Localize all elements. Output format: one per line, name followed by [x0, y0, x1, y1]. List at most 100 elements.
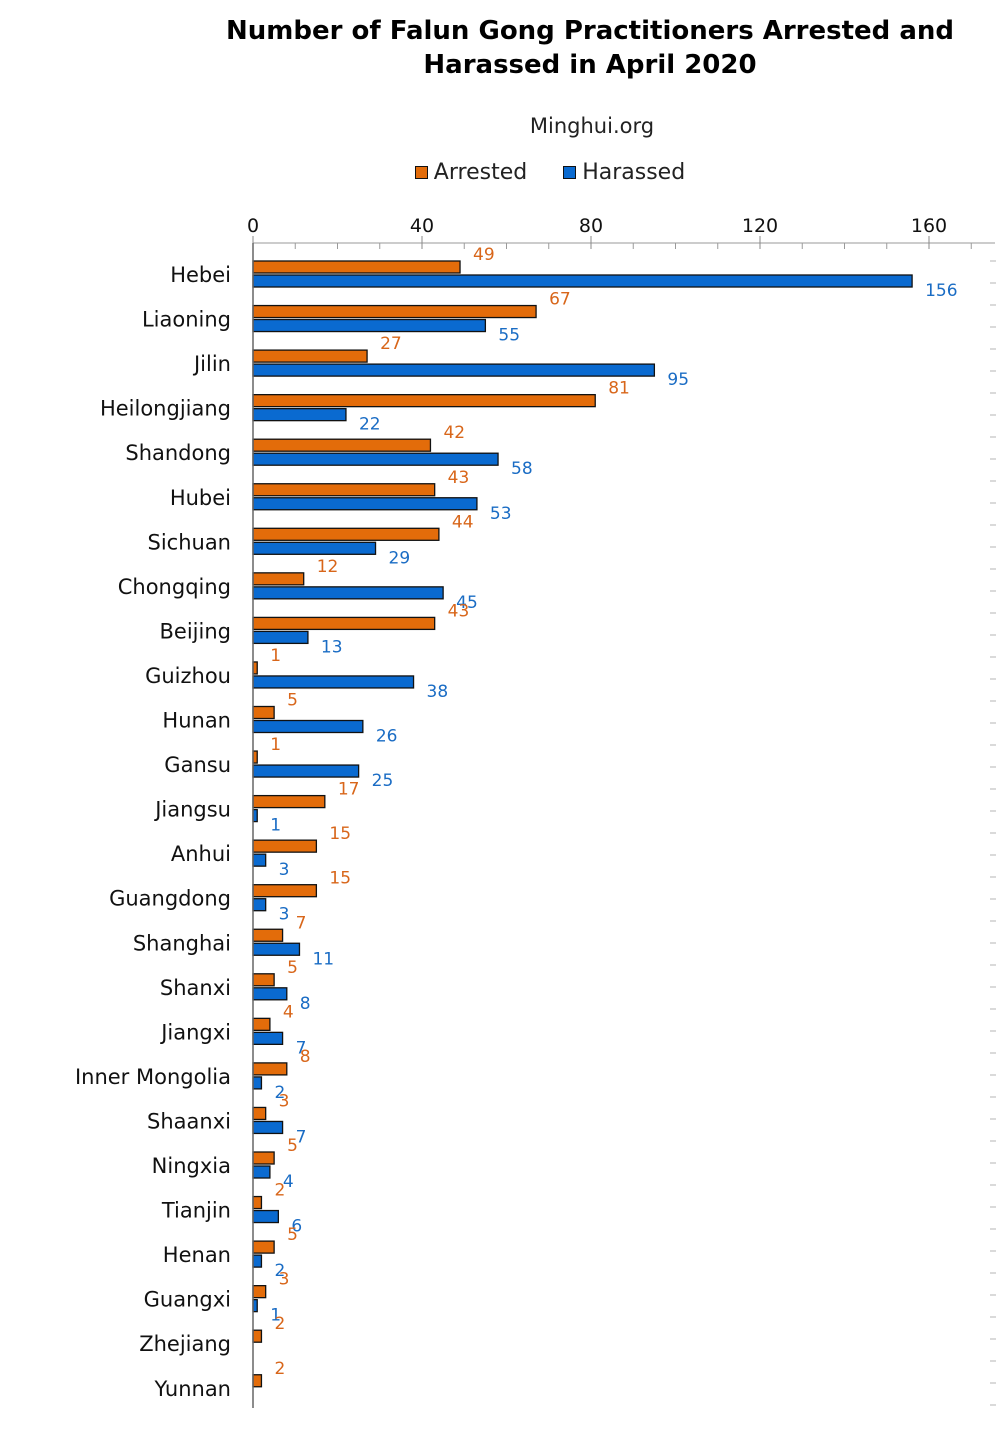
category-label-shanghai: Shanghai — [133, 931, 231, 955]
bar-harassed-tianjin — [252, 1209, 280, 1224]
data-label-harassed-hebei: 156 — [925, 281, 957, 301]
data-label-arrested-sichuan: 44 — [452, 512, 474, 532]
data-label-harassed-shanxi: 8 — [300, 994, 311, 1014]
category-label-chongqing: Chongqing — [118, 575, 231, 599]
data-label-arrested-heilongjiang: 81 — [608, 379, 630, 399]
x-tick-label-0: 0 — [247, 215, 259, 237]
x-tick-label-120: 120 — [742, 215, 778, 237]
category-label-jiangxi: Jiangxi — [159, 1020, 231, 1044]
x-tick-label-80: 80 — [579, 215, 603, 237]
bar-arrested-sichuan — [252, 527, 440, 541]
data-label-arrested-anhui: 15 — [329, 824, 351, 844]
bar-harassed-hubei — [252, 497, 478, 511]
data-label-harassed-jilin: 95 — [667, 370, 689, 390]
bar-harassed-chongqing — [252, 586, 444, 600]
data-label-harassed-inner-mongolia: 2 — [274, 1083, 285, 1103]
category-label-shandong: Shandong — [125, 441, 231, 465]
category-label-hunan: Hunan — [162, 709, 231, 733]
category-label-guizhou: Guizhou — [145, 664, 231, 688]
data-label-arrested-tianjin: 2 — [274, 1181, 285, 1201]
bar-harassed-jiangxi — [252, 1031, 284, 1045]
legend-swatch-arrested — [414, 166, 428, 179]
bar-arrested-shanghai — [252, 928, 284, 942]
legend-swatch-harassed — [563, 166, 577, 179]
bar-arrested-beijing — [252, 616, 436, 631]
bar-harassed-heilongjiang — [252, 407, 347, 422]
category-label-zhejiang: Zhejiang — [139, 1332, 231, 1356]
data-label-harassed-jiangxi: 7 — [296, 1038, 307, 1058]
bar-arrested-guangxi — [252, 1285, 267, 1299]
category-label-ningxia: Ningxia — [152, 1154, 231, 1178]
bar-arrested-hunan — [252, 705, 275, 720]
data-label-arrested-shaanxi: 3 — [279, 1091, 290, 1111]
bar-harassed-henan — [252, 1254, 263, 1268]
data-label-harassed-shanghai: 11 — [312, 949, 334, 969]
legend-label-arrested: Arrested — [433, 160, 528, 185]
data-label-arrested-shanghai: 7 — [296, 913, 307, 933]
bar-arrested-shaanxi — [252, 1106, 267, 1121]
data-label-arrested-jilin: 27 — [380, 334, 402, 354]
category-label-gansu: Gansu — [164, 753, 231, 777]
bar-arrested-zhejiang — [252, 1329, 263, 1343]
legend-item-harassed: Harassed — [563, 160, 685, 185]
x-tick-label-160: 160 — [911, 215, 947, 237]
bar-arrested-shandong — [252, 438, 432, 452]
data-label-arrested-guizhou: 1 — [270, 646, 281, 666]
bar-harassed-liaoning — [252, 318, 487, 333]
chart-title-line-1: Number of Falun Gong Practitioners Arres… — [226, 16, 954, 46]
bar-harassed-inner-mongolia — [252, 1076, 263, 1090]
category-label-guangdong: Guangdong — [109, 887, 231, 911]
data-label-arrested-jiangsu: 17 — [338, 780, 360, 800]
legend-item-arrested: Arrested — [414, 160, 528, 185]
bar-harassed-anhui — [252, 853, 267, 867]
bar-arrested-liaoning — [252, 304, 537, 319]
chart-title-line-2: Harassed in April 2020 — [423, 50, 757, 80]
bar-arrested-chongqing — [252, 572, 305, 586]
chart-legend: Arrested Harassed — [300, 160, 800, 185]
bar-arrested-inner-mongolia — [252, 1062, 288, 1076]
data-label-harassed-heilongjiang: 22 — [359, 415, 381, 435]
category-label-guangxi: Guangxi — [144, 1288, 231, 1312]
bar-harassed-jilin — [252, 363, 656, 377]
data-label-harassed-chongqing: 45 — [456, 593, 478, 613]
data-label-harassed-shaanxi: 7 — [296, 1127, 307, 1147]
bar-arrested-hebei — [252, 260, 461, 274]
category-label-henan: Henan — [163, 1243, 231, 1267]
data-label-arrested-inner-mongolia: 8 — [300, 1047, 311, 1067]
data-label-harassed-guizhou: 38 — [427, 682, 449, 702]
data-label-arrested-guangdong: 15 — [329, 869, 351, 889]
data-label-harassed-henan: 2 — [274, 1261, 285, 1281]
data-label-harassed-ningxia: 4 — [283, 1172, 294, 1192]
category-label-heilongjiang: Heilongjiang — [100, 397, 231, 421]
bar-arrested-henan — [252, 1240, 275, 1254]
category-label-beijing: Beijing — [160, 619, 231, 643]
data-label-harassed-hunan: 26 — [376, 727, 398, 747]
data-label-arrested-gansu: 1 — [270, 735, 281, 755]
chart-title: Number of Falun Gong Practitioners Arres… — [190, 14, 990, 82]
category-label-tianjin: Tianjin — [161, 1199, 231, 1223]
data-label-harassed-anhui: 3 — [279, 860, 290, 880]
bar-harassed-guizhou — [252, 675, 415, 689]
data-label-harassed-beijing: 13 — [321, 637, 343, 657]
data-label-arrested-henan: 5 — [287, 1225, 298, 1245]
category-label-jilin: Jilin — [192, 352, 231, 376]
data-label-harassed-sichuan: 29 — [389, 548, 411, 568]
bar-harassed-hebei — [252, 274, 913, 288]
legend-label-harassed: Harassed — [582, 160, 686, 185]
data-label-harassed-gansu: 25 — [372, 771, 394, 791]
category-label-shanxi: Shanxi — [160, 976, 231, 1000]
category-label-jiangsu: Jiangsu — [153, 798, 231, 822]
data-label-arrested-hebei: 49 — [473, 245, 495, 265]
data-label-harassed-hubei: 53 — [490, 504, 512, 524]
bar-arrested-jiangxi — [252, 1017, 271, 1031]
data-label-harassed-guangdong: 3 — [279, 905, 290, 925]
bar-harassed-beijing — [252, 630, 309, 645]
category-label-anhui: Anhui — [171, 842, 231, 866]
data-label-harassed-shandong: 58 — [511, 459, 533, 479]
data-label-arrested-yunnan: 2 — [274, 1359, 285, 1379]
bar-arrested-hubei — [252, 483, 436, 497]
data-label-arrested-shandong: 42 — [443, 423, 465, 443]
category-label-inner-mongolia: Inner Mongolia — [75, 1065, 231, 1089]
bar-harassed-gansu — [252, 764, 360, 778]
